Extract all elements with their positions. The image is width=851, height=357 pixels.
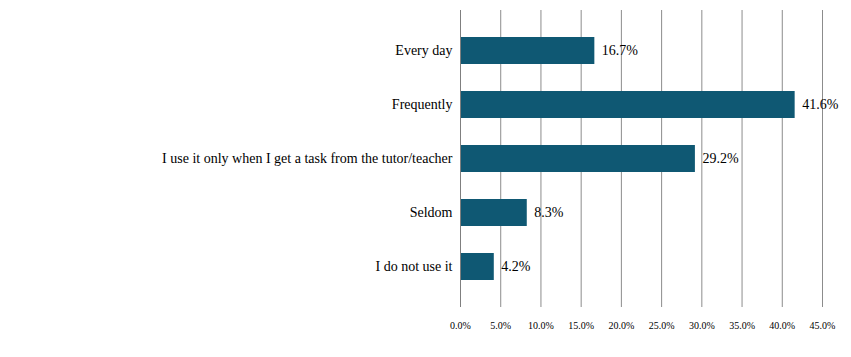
- svg-text:20.0%: 20.0%: [608, 320, 634, 331]
- svg-text:16.7%: 16.7%: [602, 43, 639, 58]
- svg-text:Frequently: Frequently: [392, 97, 453, 112]
- svg-text:10.0%: 10.0%: [528, 320, 554, 331]
- svg-text:15.0%: 15.0%: [568, 320, 594, 331]
- svg-text:25.0%: 25.0%: [649, 320, 675, 331]
- svg-text:Seldom: Seldom: [410, 205, 453, 220]
- svg-text:4.2%: 4.2%: [501, 259, 530, 274]
- svg-text:40.0%: 40.0%: [769, 320, 795, 331]
- svg-text:45.0%: 45.0%: [810, 320, 836, 331]
- svg-text:35.0%: 35.0%: [729, 320, 755, 331]
- svg-text:Every day: Every day: [395, 43, 452, 58]
- svg-text:30.0%: 30.0%: [689, 320, 715, 331]
- svg-text:8.3%: 8.3%: [534, 205, 564, 220]
- svg-text:29.2%: 29.2%: [702, 151, 739, 166]
- svg-text:5.0%: 5.0%: [490, 320, 511, 331]
- svg-text:41.6%: 41.6%: [802, 97, 839, 112]
- svg-text:0.0%: 0.0%: [450, 320, 471, 331]
- svg-text:I use it only when I get a tas: I use it only when I get a task from the…: [162, 151, 453, 166]
- svg-text:I do not use it: I do not use it: [376, 259, 453, 274]
